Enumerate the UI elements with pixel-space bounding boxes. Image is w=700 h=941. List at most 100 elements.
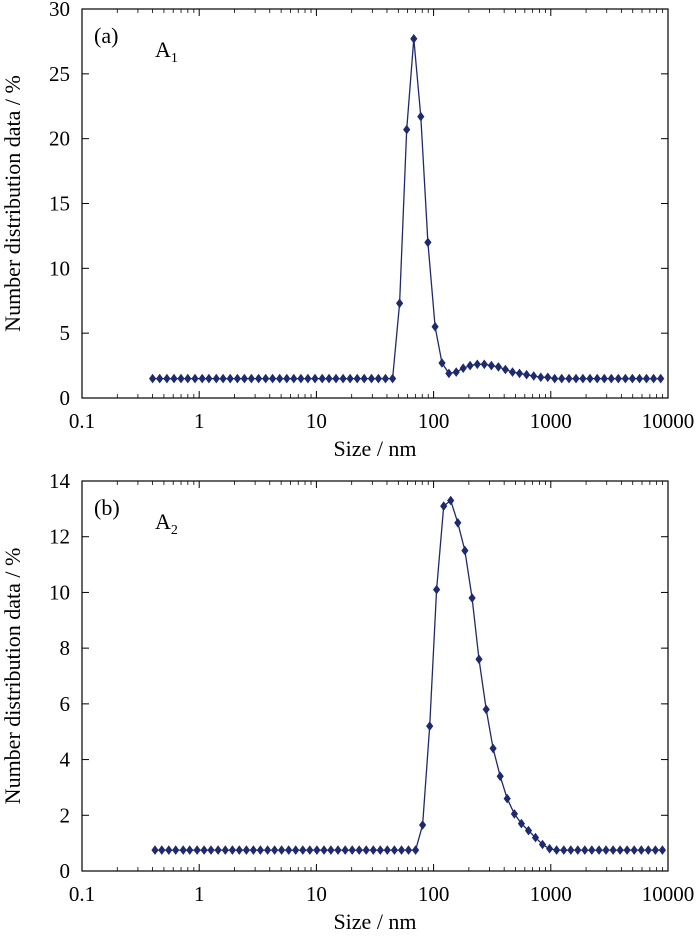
data-point-marker: [383, 845, 391, 855]
y-tick-label: 5: [60, 321, 71, 345]
data-point-marker: [579, 373, 587, 384]
data-point-marker: [290, 373, 298, 384]
y-tick-label: 12: [49, 525, 70, 549]
x-tick-label: 10: [306, 409, 327, 433]
sample-label-subscript: 1: [171, 51, 178, 66]
y-tick-label: 0: [60, 859, 71, 883]
data-point-marker: [346, 373, 354, 384]
data-point-marker: [306, 845, 314, 855]
x-tick-label: 1: [194, 882, 205, 906]
data-point-marker: [417, 111, 425, 122]
data-point-marker: [262, 373, 270, 384]
y-tick-label: 10: [49, 580, 70, 604]
y-tick-label: 30: [49, 0, 70, 21]
x-axis-title: Size / nm: [333, 436, 416, 461]
series-markers: [151, 495, 666, 855]
data-point-marker: [304, 373, 312, 384]
data-point-marker: [278, 845, 286, 855]
data-point-marker: [503, 793, 511, 804]
data-point-marker: [581, 845, 589, 855]
x-tick-label: 10: [306, 882, 327, 906]
data-point-marker: [404, 845, 413, 855]
data-point-marker: [468, 593, 476, 603]
x-tick-label: 0.1: [69, 409, 95, 433]
sample-label-main: A: [155, 37, 171, 62]
data-point-marker: [565, 373, 573, 384]
data-point-marker: [191, 373, 199, 384]
data-point-marker: [334, 845, 342, 855]
data-point-marker: [318, 373, 326, 384]
data-point-marker: [454, 518, 462, 528]
data-point-marker: [473, 359, 481, 370]
sample-label-subscript: 2: [171, 523, 178, 538]
data-point-marker: [381, 373, 390, 384]
data-point-marker: [440, 501, 448, 511]
data-point-marker: [151, 845, 159, 855]
data-point-marker: [233, 373, 241, 384]
data-point-marker: [637, 845, 645, 855]
data-point-marker: [515, 368, 524, 379]
data-point-marker: [242, 845, 250, 855]
x-tick-label: 100: [418, 409, 450, 433]
x-tick-label: 10000: [642, 409, 695, 433]
data-point-marker: [269, 373, 277, 384]
data-point-marker: [546, 843, 554, 854]
data-point-marker: [221, 845, 229, 855]
data-point-marker: [621, 373, 629, 384]
data-point-marker: [367, 373, 376, 384]
axis-ticks: [81, 8, 669, 399]
data-point-marker: [433, 584, 441, 595]
data-point-marker: [320, 845, 328, 855]
data-point-marker: [657, 373, 665, 384]
y-tick-label: 0: [60, 386, 71, 410]
data-point-marker: [205, 373, 213, 384]
data-point-marker: [212, 373, 220, 384]
data-point-marker: [482, 704, 490, 715]
data-point-marker: [544, 372, 552, 383]
data-point-marker: [283, 373, 291, 384]
data-point-marker: [339, 373, 347, 384]
data-point-marker: [630, 845, 638, 855]
data-point-marker: [628, 373, 636, 384]
data-point-marker: [459, 363, 467, 373]
data-point-marker: [650, 373, 658, 384]
data-point-marker: [558, 373, 566, 384]
series-line: [155, 499, 663, 851]
data-point-marker: [163, 373, 171, 384]
data-point-marker: [369, 845, 377, 855]
data-point-marker: [424, 237, 432, 248]
y-axis-title: Number distribution data / %: [0, 548, 25, 805]
data-point-marker: [616, 845, 624, 855]
data-point-marker: [297, 373, 305, 384]
x-axis-title: Size / nm: [333, 909, 416, 934]
data-point-marker: [311, 373, 319, 384]
data-point-marker: [198, 373, 206, 384]
data-point-marker: [276, 373, 284, 384]
data-point-marker: [431, 321, 439, 332]
data-point-marker: [390, 845, 398, 855]
data-point-marker: [235, 845, 243, 855]
data-point-marker: [374, 373, 382, 384]
data-point-marker: [172, 845, 180, 855]
y-tick-labels: 0 2 4 6 8 10 12 14: [49, 469, 71, 883]
panel-label: (b): [94, 495, 120, 520]
data-point-marker: [466, 360, 474, 371]
data-point-marker: [551, 373, 559, 384]
data-point-marker: [355, 845, 363, 855]
y-tick-label: 15: [49, 192, 70, 216]
data-point-marker: [376, 845, 384, 855]
data-point-marker: [494, 362, 502, 372]
data-point-marker: [360, 373, 368, 384]
y-tick-label: 8: [60, 636, 71, 660]
data-point-marker: [264, 845, 272, 855]
data-point-marker: [586, 373, 594, 384]
series-line: [152, 38, 661, 380]
data-point-marker: [240, 373, 248, 384]
data-point-marker: [426, 721, 434, 731]
data-point-marker: [607, 373, 615, 384]
x-tick-label: 1000: [530, 409, 572, 433]
data-point-marker: [313, 845, 321, 855]
data-point-marker: [299, 845, 307, 855]
data-point-marker: [572, 373, 580, 384]
